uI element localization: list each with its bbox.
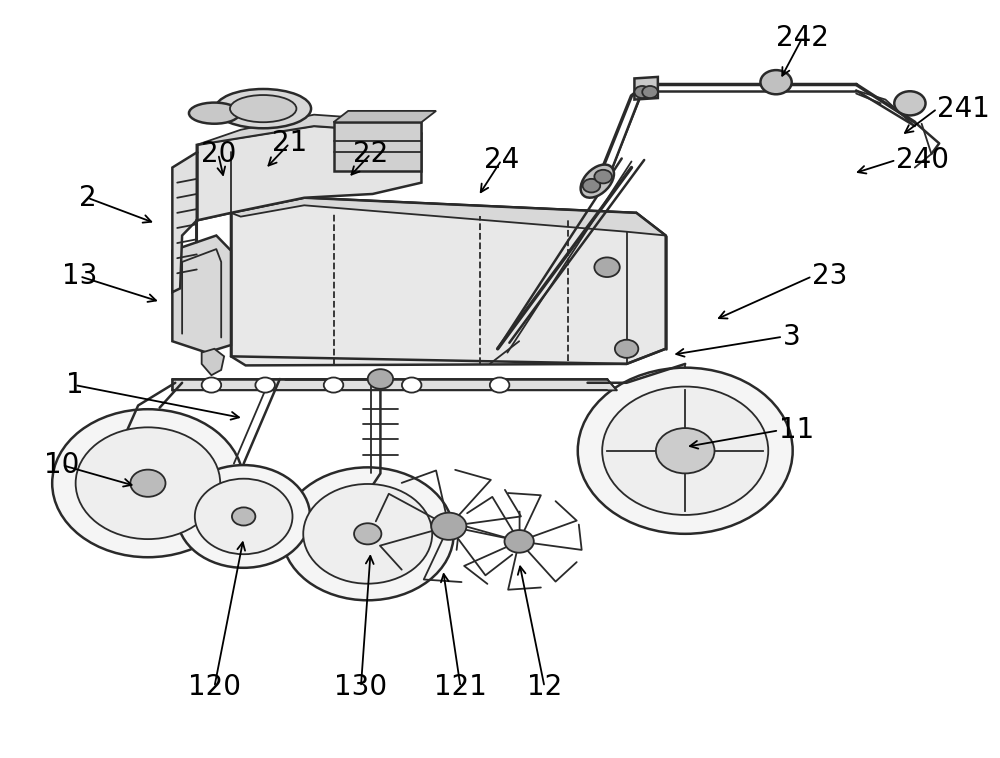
Polygon shape (334, 111, 436, 122)
Circle shape (255, 377, 275, 393)
Text: 21: 21 (272, 130, 307, 158)
Circle shape (177, 465, 310, 568)
Polygon shape (634, 77, 658, 99)
Circle shape (634, 86, 650, 98)
Text: 240: 240 (896, 146, 949, 174)
Circle shape (642, 86, 658, 98)
Circle shape (656, 428, 715, 474)
Circle shape (760, 70, 792, 94)
Circle shape (368, 369, 393, 389)
Polygon shape (197, 114, 421, 145)
Circle shape (894, 91, 926, 115)
Polygon shape (197, 126, 421, 243)
Text: 1: 1 (66, 371, 83, 399)
Polygon shape (334, 122, 421, 171)
Text: 22: 22 (353, 140, 388, 168)
Polygon shape (172, 236, 231, 352)
Text: 23: 23 (812, 262, 848, 290)
Circle shape (431, 512, 466, 540)
Circle shape (195, 479, 293, 554)
Text: 241: 241 (937, 95, 990, 123)
Polygon shape (172, 379, 617, 390)
Text: 2: 2 (79, 183, 96, 211)
Circle shape (324, 377, 343, 393)
Circle shape (303, 484, 432, 584)
Text: 20: 20 (201, 140, 236, 168)
Ellipse shape (189, 102, 240, 124)
Polygon shape (172, 152, 231, 292)
Circle shape (583, 179, 600, 193)
Text: 13: 13 (62, 262, 97, 290)
Circle shape (354, 523, 381, 544)
Circle shape (490, 377, 509, 393)
Text: 10: 10 (44, 451, 80, 479)
Circle shape (282, 468, 454, 600)
Ellipse shape (215, 89, 311, 128)
Circle shape (202, 377, 221, 393)
Circle shape (402, 377, 421, 393)
Circle shape (130, 470, 166, 496)
Circle shape (578, 368, 793, 534)
Circle shape (504, 530, 534, 553)
Circle shape (232, 507, 255, 525)
Circle shape (594, 258, 620, 277)
Text: 130: 130 (334, 673, 387, 701)
Circle shape (615, 340, 638, 358)
Text: 120: 120 (188, 673, 241, 701)
Circle shape (602, 387, 768, 515)
Text: 12: 12 (527, 673, 562, 701)
Polygon shape (231, 198, 666, 365)
Polygon shape (231, 198, 666, 236)
Ellipse shape (581, 164, 614, 198)
Text: 24: 24 (484, 146, 519, 174)
Text: 121: 121 (434, 673, 487, 701)
Circle shape (594, 170, 612, 183)
Text: 242: 242 (776, 23, 829, 52)
Circle shape (52, 409, 244, 557)
Text: 3: 3 (783, 323, 801, 351)
Ellipse shape (230, 95, 296, 122)
Text: 11: 11 (779, 416, 814, 444)
Polygon shape (202, 349, 224, 375)
Circle shape (76, 428, 220, 539)
